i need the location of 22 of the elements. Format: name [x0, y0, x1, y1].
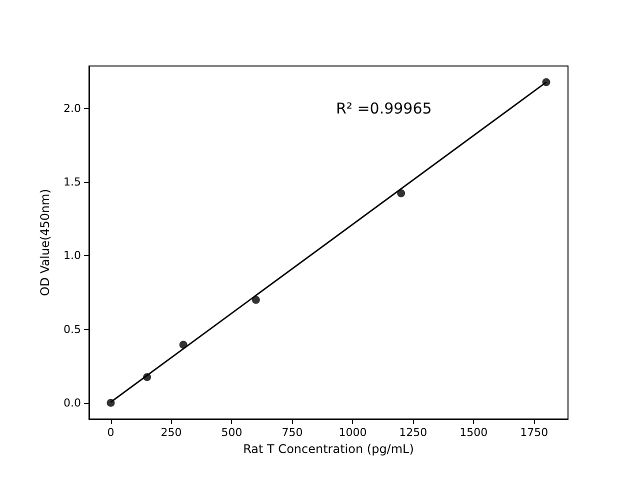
y-tick-label: 1.5: [64, 176, 81, 189]
x-tick-label: 1500: [460, 426, 488, 439]
x-tick-label: 750: [282, 426, 303, 439]
point: [143, 373, 152, 382]
y-tick-label: 0.0: [64, 396, 81, 410]
x-tick-label: 1750: [520, 426, 548, 439]
point: [252, 296, 260, 304]
x-tick-label: 500: [221, 426, 242, 439]
point: [106, 398, 115, 407]
point: [542, 78, 550, 86]
x-axis-title: Rat T Concentration (pg/mL): [243, 442, 414, 456]
point: [397, 189, 406, 198]
y-tick-label: 2.0: [64, 102, 81, 116]
x-tick-label: 0: [107, 426, 114, 439]
point: [179, 340, 188, 349]
x-tick-label: 1250: [399, 426, 428, 439]
annotation: R² =0.99965: [336, 100, 432, 118]
x-tick-label: 1000: [338, 426, 367, 439]
x-tick-label: 250: [160, 426, 182, 439]
y-tick-label: 1.0: [64, 249, 81, 262]
y-tick-label: 0.5: [64, 322, 81, 336]
y-axis-title: OD Value(450nm): [38, 188, 52, 296]
